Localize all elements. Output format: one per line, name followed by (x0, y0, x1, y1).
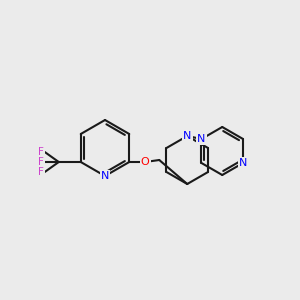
Text: F: F (38, 157, 44, 167)
Text: N: N (101, 171, 109, 181)
Text: N: N (239, 158, 247, 168)
Text: F: F (38, 167, 44, 177)
Text: O: O (141, 157, 150, 167)
Text: N: N (197, 134, 206, 144)
Text: N: N (183, 131, 191, 141)
Text: F: F (38, 147, 44, 157)
